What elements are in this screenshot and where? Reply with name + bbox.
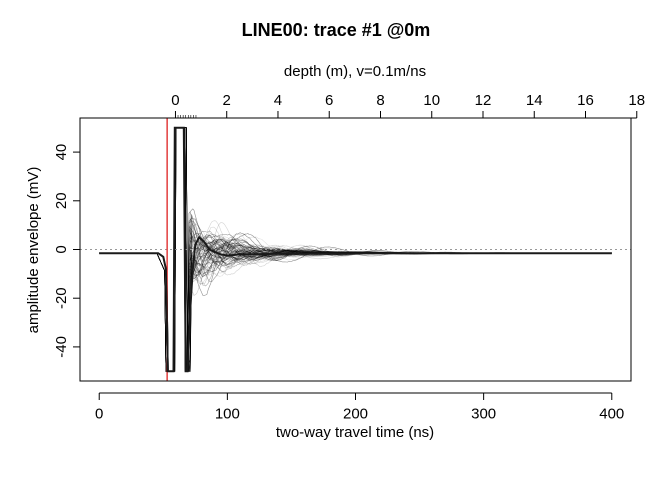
top-tick-label: 8: [376, 92, 384, 109]
main-trace: [99, 126, 612, 373]
top-tick-label: 12: [475, 92, 492, 109]
y-tick-label: -20: [53, 287, 70, 309]
x-axis: 0 100 200 300 400: [95, 392, 624, 422]
x-tick-label: 300: [471, 405, 496, 422]
top-tick-label: 10: [423, 92, 440, 109]
x-tick-label: 200: [343, 405, 368, 422]
top-axis: 0 2 4 6 8 10 12 14 16 18: [171, 92, 645, 119]
y-axis-label: amplitude envelope (mV): [25, 167, 42, 334]
x-tick-label: 0: [95, 405, 103, 422]
top-tick-label: 2: [223, 92, 231, 109]
x-tick-label: 100: [215, 405, 240, 422]
y-tick-label: 40: [53, 144, 70, 161]
y-axis: -40 -20 0 20 40: [53, 144, 81, 358]
main-trace-line: [99, 126, 612, 373]
y-tick-label: 20: [53, 192, 70, 209]
x-axis-label: two-way travel time (ns): [276, 424, 434, 441]
top-tick-label: 16: [577, 92, 594, 109]
top-tick-label: 18: [628, 92, 645, 109]
top-tick-label: 14: [526, 92, 543, 109]
top-tick-label: 6: [325, 92, 333, 109]
x-tick-label: 400: [599, 405, 624, 422]
top-tick-label: 0: [171, 92, 179, 109]
y-tick-label: -40: [53, 336, 70, 358]
chart-title: LINE00: trace #1 @0m: [242, 20, 431, 40]
top-tick-label: 4: [274, 92, 282, 109]
y-tick-label: 0: [53, 245, 70, 253]
top-axis-label: depth (m), v=0.1m/ns: [284, 63, 426, 80]
